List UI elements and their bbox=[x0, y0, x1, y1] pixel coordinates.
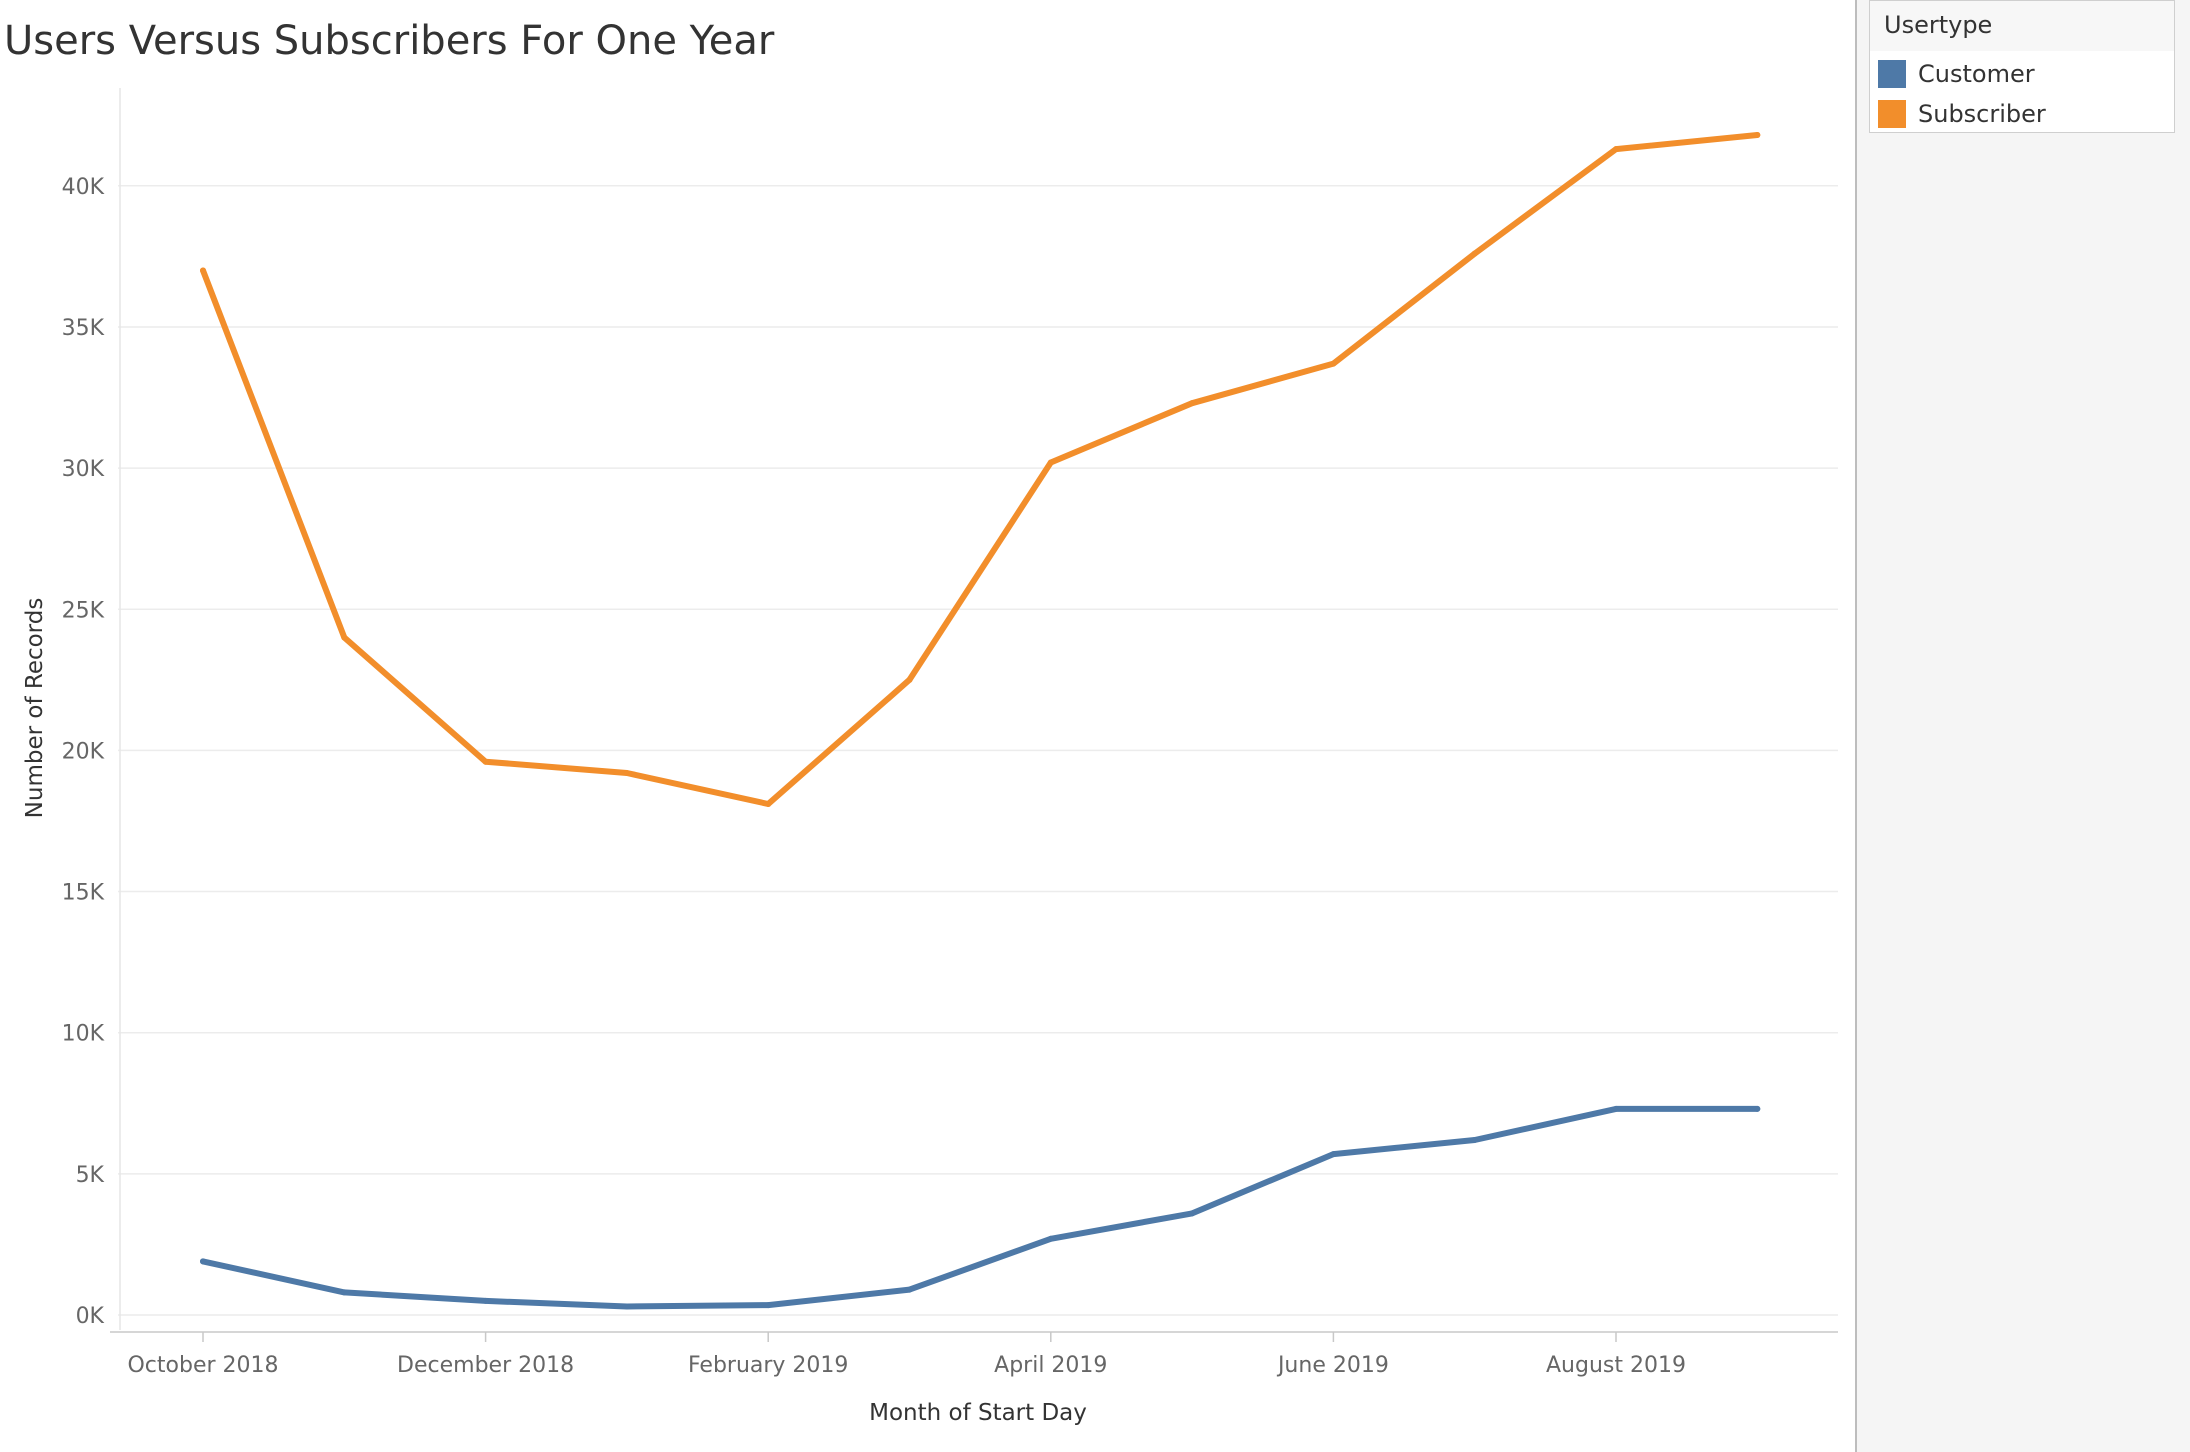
data-point-subscriber[interactable] bbox=[906, 676, 913, 683]
y-tick-label: 30K bbox=[62, 457, 105, 482]
legend-swatch-subscriber bbox=[1878, 100, 1906, 128]
y-tick-label: 20K bbox=[62, 739, 105, 764]
axes bbox=[110, 88, 1838, 1333]
y-axis-title: Number of Records bbox=[22, 598, 48, 819]
x-axis-ticks: October 2018 December 2018 February 2019 Ap… bbox=[127, 1332, 1686, 1378]
y-tick-label: 25K bbox=[62, 598, 105, 623]
data-point-customer[interactable] bbox=[1613, 1105, 1619, 1112]
legend-swatch-customer bbox=[1878, 60, 1906, 88]
data-point-subscriber[interactable] bbox=[1471, 250, 1478, 257]
data-point-subscriber[interactable] bbox=[623, 769, 630, 776]
data-point-customer[interactable] bbox=[623, 1303, 630, 1310]
data-point-customer[interactable] bbox=[1047, 1235, 1054, 1242]
data-point-subscriber[interactable] bbox=[341, 634, 348, 641]
legend-item-subscriber[interactable]: Subscriber bbox=[1878, 98, 2046, 130]
y-tick-label: 0K bbox=[76, 1304, 105, 1329]
data-point-customer[interactable] bbox=[1754, 1105, 1761, 1112]
data-point-subscriber[interactable] bbox=[1754, 131, 1761, 138]
legend[interactable]: Usertype Customer Subscriber bbox=[1869, 0, 2175, 133]
legend-header bbox=[1870, 1, 2174, 51]
data-point-customer[interactable] bbox=[482, 1297, 489, 1304]
data-point-subscriber[interactable] bbox=[765, 801, 772, 808]
x-axis-title: Month of Start Day bbox=[869, 1400, 1087, 1426]
data-point-subscriber[interactable] bbox=[200, 267, 206, 274]
data-point-customer[interactable] bbox=[1189, 1210, 1196, 1217]
right-side-panel bbox=[1855, 0, 2190, 1452]
data-point-customer[interactable] bbox=[1330, 1151, 1337, 1158]
data-point-customer[interactable] bbox=[906, 1286, 913, 1293]
legend-item-customer[interactable]: Customer bbox=[1878, 58, 2035, 90]
data-point-subscriber[interactable] bbox=[1613, 146, 1619, 153]
x-tick-label: October 2018 bbox=[127, 1353, 278, 1378]
data-point-customer[interactable] bbox=[765, 1302, 772, 1309]
legend-title: Usertype bbox=[1884, 11, 1993, 39]
legend-label-customer: Customer bbox=[1918, 60, 2035, 88]
y-tick-label: 40K bbox=[62, 175, 105, 200]
y-axis-ticks: 0K 5K 10K 15K 20K 25K 30K 35K 40K bbox=[62, 175, 105, 1329]
y-tick-label: 10K bbox=[62, 1022, 105, 1047]
gridlines bbox=[118, 185, 1838, 1316]
legend-label-subscriber: Subscriber bbox=[1918, 100, 2046, 128]
x-tick-label: August 2019 bbox=[1546, 1353, 1686, 1378]
x-tick-label: June 2019 bbox=[1276, 1353, 1389, 1378]
data-point-subscriber[interactable] bbox=[1047, 459, 1054, 466]
series-line-subscriber[interactable] bbox=[200, 132, 1761, 807]
x-tick-label: April 2019 bbox=[994, 1353, 1107, 1378]
line-chart: 0K 5K 10K 15K 20K 25K 30K 35K 40K October 2018 De… bbox=[22, 88, 1838, 1426]
y-tick-label: 15K bbox=[62, 881, 105, 906]
x-tick-label: December 2018 bbox=[397, 1353, 574, 1378]
data-point-customer[interactable] bbox=[200, 1258, 206, 1265]
series-line-customer[interactable] bbox=[200, 1105, 1761, 1310]
series-lines bbox=[200, 131, 1761, 1310]
y-tick-label: 5K bbox=[76, 1163, 105, 1188]
x-tick-label: February 2019 bbox=[688, 1353, 848, 1378]
y-tick-label: 35K bbox=[62, 316, 105, 341]
data-point-customer[interactable] bbox=[341, 1289, 348, 1296]
data-point-subscriber[interactable] bbox=[482, 758, 489, 765]
data-point-subscriber[interactable] bbox=[1330, 360, 1337, 367]
data-point-subscriber[interactable] bbox=[1189, 400, 1196, 407]
chart-title: Users Versus Subscribers For One Year bbox=[4, 18, 775, 64]
data-point-customer[interactable] bbox=[1471, 1136, 1478, 1143]
